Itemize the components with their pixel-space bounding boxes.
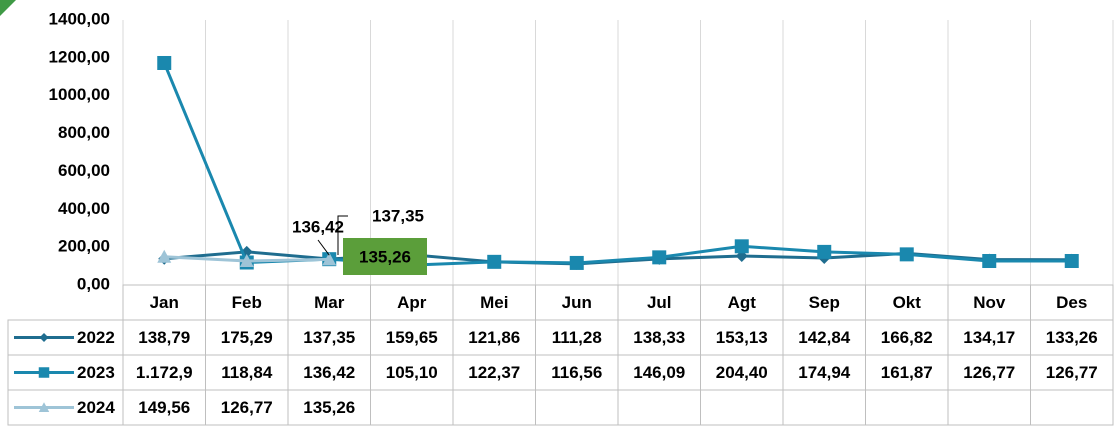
marker (734, 239, 749, 254)
table-value: 138,33 (633, 328, 685, 347)
table-value: 126,77 (1046, 363, 1098, 382)
marker (817, 244, 832, 259)
table-cell (700, 389, 784, 426)
table-value: 166,82 (881, 328, 933, 347)
x-tick-label: Mar (314, 293, 345, 312)
legend-label: 2023 (77, 363, 115, 382)
table-value: 111,28 (552, 328, 602, 347)
table-cell (452, 389, 536, 426)
y-tick-label: 200,00 (58, 237, 110, 256)
table-cell (782, 389, 866, 426)
table-value: 161,87 (881, 363, 933, 382)
marker (38, 402, 50, 412)
table-value: 138,79 (138, 328, 190, 347)
x-tick-label: Jun (562, 293, 592, 312)
x-tick-label: Jul (647, 293, 672, 312)
table-cell (617, 389, 701, 426)
table-value: 137,35 (303, 328, 355, 347)
table-cell (865, 389, 949, 426)
table-value: 135,26 (303, 398, 355, 417)
y-tick-label: 1000,00 (49, 85, 110, 104)
table-value: 122,37 (468, 363, 520, 382)
label-box (343, 238, 427, 275)
marker (1064, 254, 1079, 269)
marker (487, 254, 502, 269)
marker (39, 333, 49, 342)
table-cell (1030, 389, 1114, 426)
table-value: 175,29 (221, 328, 273, 347)
y-tick-label: 1200,00 (49, 47, 110, 66)
table-value: 136,42 (303, 363, 355, 382)
x-tick-label: Apr (397, 293, 427, 312)
corner-mark (0, 0, 16, 16)
x-tick-label: Feb (232, 293, 262, 312)
y-tick-label: 1400,00 (49, 9, 110, 28)
data-label: 135,26 (359, 247, 411, 266)
table-value: 134,17 (963, 328, 1015, 347)
marker (322, 252, 337, 266)
table-value: 204,40 (716, 363, 768, 382)
x-tick-label: Des (1056, 293, 1087, 312)
marker (38, 367, 50, 378)
table-value: 118,84 (221, 363, 273, 382)
table-value: 1.172,9 (136, 363, 193, 382)
x-tick-label: Nov (973, 293, 1006, 312)
data-label: 136,42 (292, 217, 344, 236)
table-value: 126,77 (963, 363, 1015, 382)
marker (157, 55, 172, 70)
x-tick-label: Mei (480, 293, 508, 312)
table-value: 146,09 (633, 363, 685, 382)
table-value: 159,65 (386, 328, 438, 347)
table-cell (947, 389, 1031, 426)
table-value: 116,56 (551, 363, 602, 382)
legend-label: 2022 (77, 328, 115, 347)
y-tick-label: 600,00 (58, 161, 110, 180)
table-value: 174,94 (798, 363, 851, 382)
leader-line (317, 239, 330, 256)
table-cell (370, 389, 454, 426)
x-tick-label: Okt (893, 293, 922, 312)
marker (652, 250, 667, 265)
marker (982, 254, 997, 269)
marker (157, 249, 172, 263)
marker (569, 255, 584, 270)
table-value: 121,86 (468, 328, 520, 347)
y-tick-label: 0,00 (77, 274, 110, 293)
data-label: 137,35 (372, 206, 424, 225)
table-value: 153,13 (716, 328, 768, 347)
table-value: 133,26 (1046, 328, 1098, 347)
marker (239, 254, 254, 268)
x-tick-label: Agt (728, 293, 757, 312)
x-tick-label: Sep (809, 293, 840, 312)
table-value: 142,84 (798, 328, 851, 347)
leader-line (337, 215, 348, 256)
legend-label: 2024 (77, 398, 115, 417)
y-tick-label: 800,00 (58, 123, 110, 142)
table-value: 105,10 (386, 363, 438, 382)
table-cell (535, 389, 619, 426)
x-tick-label: Jan (150, 293, 179, 312)
table-value: 126,77 (221, 398, 273, 417)
table-value: 149,56 (138, 398, 190, 417)
marker (899, 247, 914, 262)
y-tick-label: 400,00 (58, 199, 110, 218)
